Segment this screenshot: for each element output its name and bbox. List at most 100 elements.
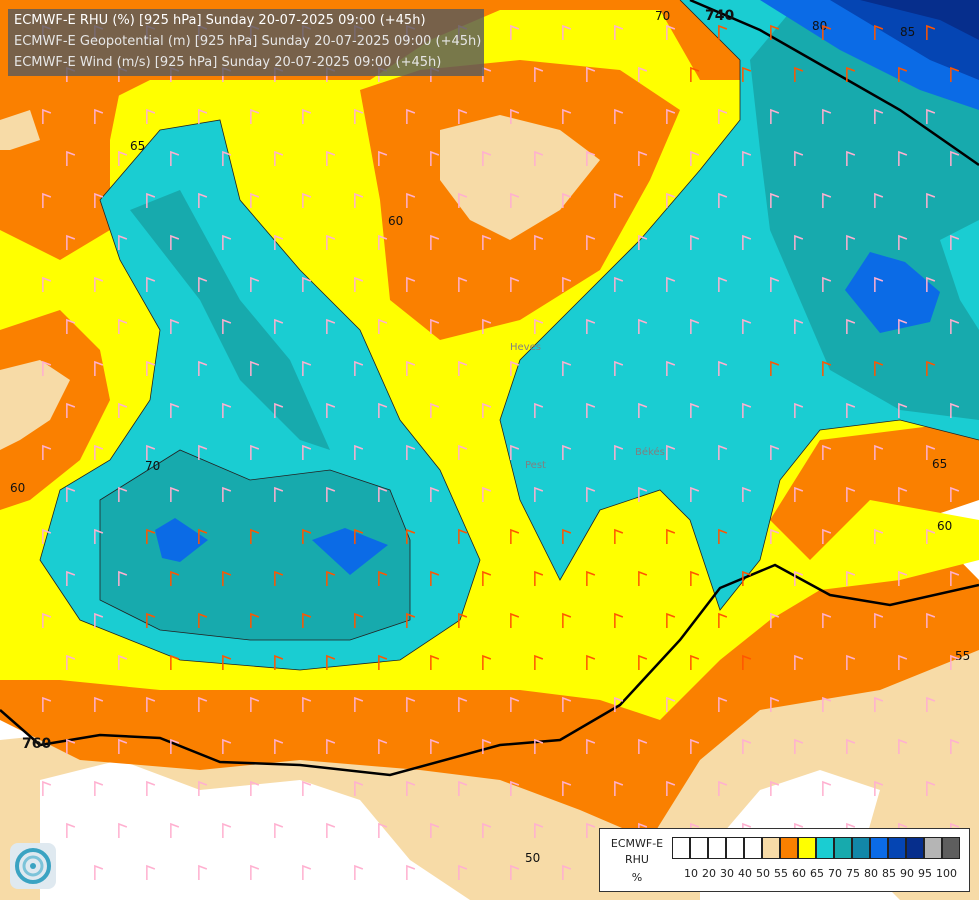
wind-barb: [586, 318, 596, 334]
wind-barb: [430, 570, 440, 586]
contour-label-rhu-10: 55: [955, 649, 970, 663]
wind-barb: [222, 738, 232, 754]
wind-barb: [326, 234, 336, 250]
wind-barb: [170, 822, 180, 838]
wind-barb: [430, 654, 440, 670]
wind-barb: [146, 192, 156, 208]
wind-barb: [874, 528, 884, 544]
wind-barb: [562, 444, 572, 460]
wind-barb: [274, 822, 284, 838]
legend-swatch: [690, 837, 708, 859]
wind-barb: [534, 318, 544, 334]
wind-barb: [222, 234, 232, 250]
contour-label-rhu-4: 65: [130, 139, 145, 153]
wind-barb: [406, 612, 416, 628]
wind-barb: [742, 66, 752, 82]
wind-barb: [586, 654, 596, 670]
wind-barb: [302, 612, 312, 628]
wind-barb: [458, 864, 468, 880]
wind-barb: [690, 570, 700, 586]
wind-barb: [926, 108, 936, 124]
wind-barb: [586, 234, 596, 250]
wind-barb: [846, 570, 856, 586]
wind-barb: [458, 780, 468, 796]
wind-barb: [250, 276, 260, 292]
legend-swatch: [906, 837, 924, 859]
wind-barb: [614, 360, 624, 376]
wind-barb: [250, 360, 260, 376]
wind-barb: [354, 696, 364, 712]
wind-barb: [326, 822, 336, 838]
wind-barb: [146, 864, 156, 880]
legend-tick-label: 90: [900, 867, 914, 880]
wind-barb: [482, 570, 492, 586]
wind-barb: [146, 108, 156, 124]
wind-barb: [430, 402, 440, 418]
wind-barb: [846, 66, 856, 82]
legend-swatch: [708, 837, 726, 859]
wind-barb: [950, 234, 960, 250]
wind-barb: [198, 696, 208, 712]
wind-barb: [354, 192, 364, 208]
color-legend: ECMWF-E RHU % 10 20 30 40 50 55 60 65 70 75 80 85 90…: [599, 828, 970, 892]
wind-barb: [170, 654, 180, 670]
wind-barb: [690, 66, 700, 82]
rhu-area-75-a: [155, 518, 208, 562]
rhu-area-75-b: [312, 528, 388, 575]
wind-barb: [302, 276, 312, 292]
wind-barb: [666, 360, 676, 376]
wind-barb: [614, 696, 624, 712]
wind-barb: [274, 318, 284, 334]
wind-barb: [926, 780, 936, 796]
contour-label-rhu-7: 70: [145, 459, 160, 473]
legend-swatch: [942, 837, 960, 859]
wind-barb: [94, 696, 104, 712]
wind-barb: [638, 654, 648, 670]
wind-barb: [770, 444, 780, 460]
wind-barb: [718, 24, 728, 40]
wind-barb: [458, 696, 468, 712]
legend-tick-label: 10: [684, 867, 698, 880]
wind-barb: [898, 654, 908, 670]
title-rhu: ECMWF-E RHU (%) [925 hPa] Sunday 20-07-2…: [14, 13, 426, 28]
wind-barb: [510, 864, 520, 880]
wind-barb: [118, 402, 128, 418]
wind-barb: [326, 570, 336, 586]
wind-barb: [926, 444, 936, 460]
wind-barb: [94, 864, 104, 880]
rhu-area-70-west: [100, 450, 410, 640]
wind-barb: [118, 318, 128, 334]
wind-barb: [118, 738, 128, 754]
contour-label-geo-760: 760: [22, 736, 51, 752]
wind-barb: [822, 24, 832, 40]
legend-swatch: [744, 837, 762, 859]
legend-tick-label: 75: [846, 867, 860, 880]
wind-barb: [482, 402, 492, 418]
wind-barb: [66, 738, 76, 754]
wind-barb: [638, 570, 648, 586]
wind-barb: [66, 150, 76, 166]
wind-barb: [274, 150, 284, 166]
wind-barb: [354, 444, 364, 460]
wind-barb: [302, 696, 312, 712]
wind-barb: [926, 696, 936, 712]
wind-barb: [742, 486, 752, 502]
wind-barb: [274, 738, 284, 754]
wind-barb: [118, 150, 128, 166]
wind-barb: [198, 612, 208, 628]
wind-barb: [770, 192, 780, 208]
wind-barb: [406, 444, 416, 460]
wind-barb: [586, 570, 596, 586]
wind-barb: [406, 696, 416, 712]
wind-barb: [302, 192, 312, 208]
legend-swatch: [924, 837, 942, 859]
wind-barb: [742, 738, 752, 754]
wind-barb: [898, 318, 908, 334]
wind-barb: [198, 276, 208, 292]
wind-barb: [250, 780, 260, 796]
wind-barb: [666, 24, 676, 40]
wind-barb: [170, 318, 180, 334]
wind-barb: [846, 654, 856, 670]
wind-barb: [66, 486, 76, 502]
wind-barb: [482, 822, 492, 838]
